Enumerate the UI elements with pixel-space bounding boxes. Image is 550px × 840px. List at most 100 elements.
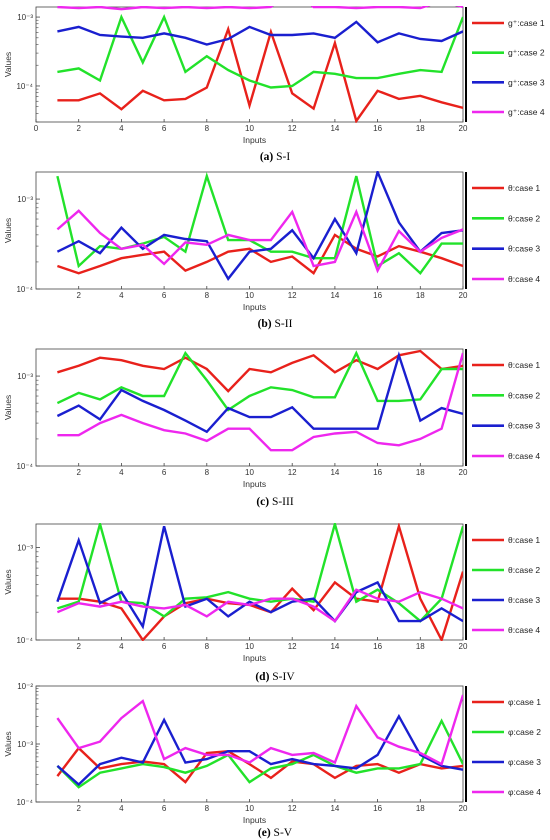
- x-tick-label: 18: [416, 642, 425, 651]
- legend-label-case-4: θ:case 4: [508, 451, 540, 461]
- x-tick-label: 12: [288, 468, 297, 477]
- x-tick-label: 4: [119, 124, 124, 133]
- x-tick-label: 12: [288, 124, 297, 133]
- x-tick-label: 6: [162, 642, 167, 651]
- x-tick-label: 14: [330, 804, 339, 813]
- series-line-case-4: [56, 694, 463, 766]
- chart-panel-1: 10⁻⁴ 10⁻³ 0 2 4 6 8 10 12 14 16 18 20 Inputs Values g⁺:…: [3, 6, 545, 163]
- caption-letter: (e): [258, 827, 271, 839]
- x-tick-label: 14: [330, 291, 339, 300]
- series-group: [56, 171, 463, 281]
- x-axis-label: Inputs: [243, 815, 266, 825]
- series-line-case-1: [57, 25, 463, 123]
- series-line-case-3: [56, 525, 463, 630]
- caption-text: S-V: [271, 827, 293, 839]
- x-tick-label: 14: [330, 642, 339, 651]
- panel-caption: (d) S-IV: [255, 671, 295, 683]
- legend-label-case-3: θ:case 3: [508, 421, 540, 431]
- x-tick-label: 8: [205, 468, 210, 477]
- x-tick-label: 6: [162, 124, 167, 133]
- x-tick-label: 16: [373, 642, 382, 651]
- x-tick-label: 20: [459, 642, 468, 651]
- caption-letter: (b): [258, 318, 272, 330]
- x-tick-label: 20: [459, 468, 468, 477]
- series-line-case-3: [56, 351, 463, 434]
- y-tick-label: 10⁻³: [17, 740, 33, 749]
- legend-label-case-2: θ:case 2: [508, 213, 540, 223]
- legend-label-case-2: φ:case 2: [508, 727, 541, 737]
- series-line-case-1: [57, 523, 463, 641]
- series-line-case-3: [57, 20, 463, 46]
- x-tick-label: 2: [76, 468, 81, 477]
- x-tick-label: 20: [459, 124, 468, 133]
- y-tick-label: 10⁻³: [17, 544, 33, 553]
- legend-label-case-4: θ:case 4: [508, 274, 540, 284]
- series-group: [57, 6, 463, 123]
- x-axis-label: Inputs: [243, 302, 266, 312]
- chart-panel-4: 10⁻⁴ 10⁻³ 2 4 6 8 10 12 14 16 18 20 Inputs Values θ:ca…: [3, 523, 540, 683]
- y-tick-label: 10⁻⁴: [16, 285, 33, 294]
- x-tick-label: 10: [245, 124, 254, 133]
- x-tick-label: 6: [162, 468, 167, 477]
- x-tick-label: 10: [245, 642, 254, 651]
- chart-panel-3: 10⁻⁴ 10⁻³ 2 4 6 8 10 12 14 16 18 20 Inputs Values θ:ca…: [3, 348, 540, 508]
- legend-label-case-1: φ:case 1: [508, 697, 541, 707]
- x-tick-label: 4: [119, 642, 124, 651]
- x-tick-label: 20: [459, 804, 468, 813]
- panel-caption: (b) S-II: [258, 318, 293, 330]
- legend-label-case-3: θ:case 3: [508, 595, 540, 605]
- panel-caption: (c) S-III: [256, 496, 294, 508]
- y-axis-label: Values: [3, 395, 13, 420]
- x-tick-label: 10: [245, 804, 254, 813]
- x-tick-label: 8: [205, 291, 210, 300]
- series-line-case-4: [56, 588, 463, 623]
- y-tick-label: 10⁻⁴: [16, 82, 33, 91]
- y-tick-label: 10⁻⁴: [16, 462, 33, 471]
- x-tick-label: 4: [119, 291, 124, 300]
- x-tick-label: 8: [205, 642, 210, 651]
- x-tick-label: 16: [373, 124, 382, 133]
- legend-label-case-4: θ:case 4: [508, 625, 540, 635]
- x-tick-label: 2: [76, 124, 81, 133]
- chart-panel-2: 10⁻⁴ 10⁻³ 2 4 6 8 10 12 14 16 18 20 Inputs Values θ:ca…: [3, 171, 540, 330]
- x-tick-label: 18: [416, 468, 425, 477]
- caption-letter: (c): [256, 496, 269, 508]
- series-line-case-3: [56, 713, 463, 787]
- series-line-case-1: [57, 349, 463, 393]
- series-line-case-1: [56, 746, 463, 784]
- x-tick-label: 14: [330, 468, 339, 477]
- x-tick-label: 4: [119, 804, 124, 813]
- legend-label-case-2: θ:case 2: [508, 565, 540, 575]
- x-tick-label: 12: [288, 642, 297, 651]
- y-axis-label: Values: [3, 731, 13, 756]
- legend-label-case-2: θ:case 2: [508, 390, 540, 400]
- legend-label-case-3: θ:case 3: [508, 244, 540, 254]
- y-tick-label: 10⁻²: [17, 682, 33, 691]
- caption-text: S-I: [273, 151, 290, 163]
- x-tick-label: 8: [205, 124, 210, 133]
- legend-label-case-3: φ:case 3: [508, 757, 541, 767]
- x-tick-label: 18: [416, 124, 425, 133]
- x-axis-label: Inputs: [243, 653, 266, 663]
- series-line-case-2: [56, 350, 463, 412]
- y-axis-label: Values: [3, 52, 13, 77]
- y-axis-label: Values: [3, 218, 13, 243]
- y-tick-label: 10⁻⁴: [16, 636, 33, 645]
- x-tick-label: 14: [330, 124, 339, 133]
- x-tick-label: 16: [373, 468, 382, 477]
- series-line-case-2: [57, 13, 463, 89]
- series-line-case-2: [56, 718, 463, 789]
- series-group: [56, 694, 463, 789]
- x-tick-label: 2: [76, 642, 81, 651]
- x-tick-label: 16: [373, 804, 382, 813]
- legend-label-case-1: θ:case 1: [508, 535, 540, 545]
- x-tick-label: 8: [205, 804, 210, 813]
- x-axis-label: Inputs: [243, 479, 266, 489]
- series-group: [56, 349, 463, 452]
- legend-label-case-2: g⁺:case 2: [508, 48, 545, 58]
- plot-frame: [35, 523, 464, 641]
- x-tick-label: 6: [162, 291, 167, 300]
- chart-panel-5: 10⁻⁴ 10⁻³ 10⁻² 2 4 6 8 10 12 14 16 18 20 Inputs Values…: [3, 682, 541, 839]
- x-tick-label: 20: [459, 291, 468, 300]
- caption-text: S-IV: [269, 671, 295, 683]
